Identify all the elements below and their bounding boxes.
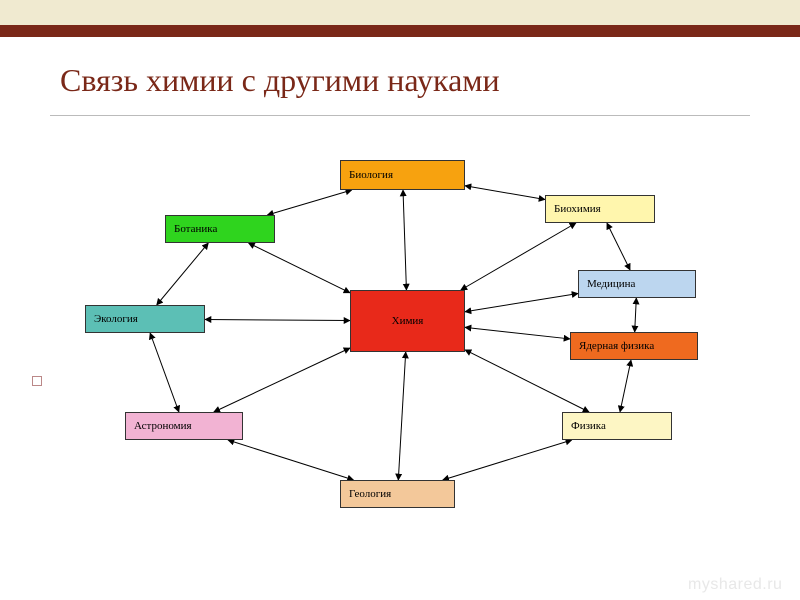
- edge-bio-botan: [267, 190, 351, 215]
- watermark: myshared.ru: [688, 576, 782, 594]
- node-bio: Биология: [340, 160, 465, 190]
- edge-med-biochem: [607, 223, 630, 270]
- node-label: Биология: [349, 169, 393, 181]
- edge-chem-geo: [398, 352, 405, 480]
- node-label: Биохимия: [554, 203, 601, 215]
- edge-phys-nuclear: [620, 360, 631, 412]
- node-eco: Экология: [85, 305, 205, 333]
- node-biochem: Биохимия: [545, 195, 655, 223]
- node-label: Ядерная физика: [579, 340, 654, 352]
- node-geo: Геология: [340, 480, 455, 508]
- node-label: Экология: [94, 313, 138, 325]
- node-med: Медицина: [578, 270, 696, 298]
- node-label: Ботаника: [174, 223, 217, 235]
- node-label: Химия: [392, 315, 424, 327]
- node-astro: Астрономия: [125, 412, 243, 440]
- edge-eco-astro: [150, 333, 179, 412]
- node-botan: Ботаника: [165, 215, 275, 243]
- node-chem: Химия: [350, 290, 465, 352]
- edge-botan-eco: [157, 243, 209, 305]
- title-rule: [50, 115, 750, 116]
- edge-bio-biochem: [465, 186, 545, 200]
- edge-geo-phys: [443, 440, 572, 480]
- slide-bullet: [32, 376, 42, 386]
- edge-nuclear-med: [635, 298, 637, 332]
- edge-chem-nuclear: [465, 327, 570, 339]
- node-label: Медицина: [587, 278, 635, 290]
- edge-chem-med: [465, 294, 578, 312]
- header-band: [0, 0, 800, 25]
- node-phys: Физика: [562, 412, 672, 440]
- node-nuclear: Ядерная физика: [570, 332, 698, 360]
- header-accent: [0, 25, 800, 37]
- edge-chem-bio: [403, 190, 406, 290]
- edge-chem-botan: [249, 243, 350, 293]
- edge-astro-geo: [228, 440, 354, 480]
- edge-chem-astro: [214, 348, 350, 412]
- edge-chem-eco: [205, 319, 350, 320]
- edge-chem-biochem: [461, 223, 576, 290]
- node-label: Физика: [571, 420, 606, 432]
- node-label: Геология: [349, 488, 391, 500]
- page-title: Связь химии с другими науками: [60, 62, 500, 99]
- node-label: Астрономия: [134, 420, 192, 432]
